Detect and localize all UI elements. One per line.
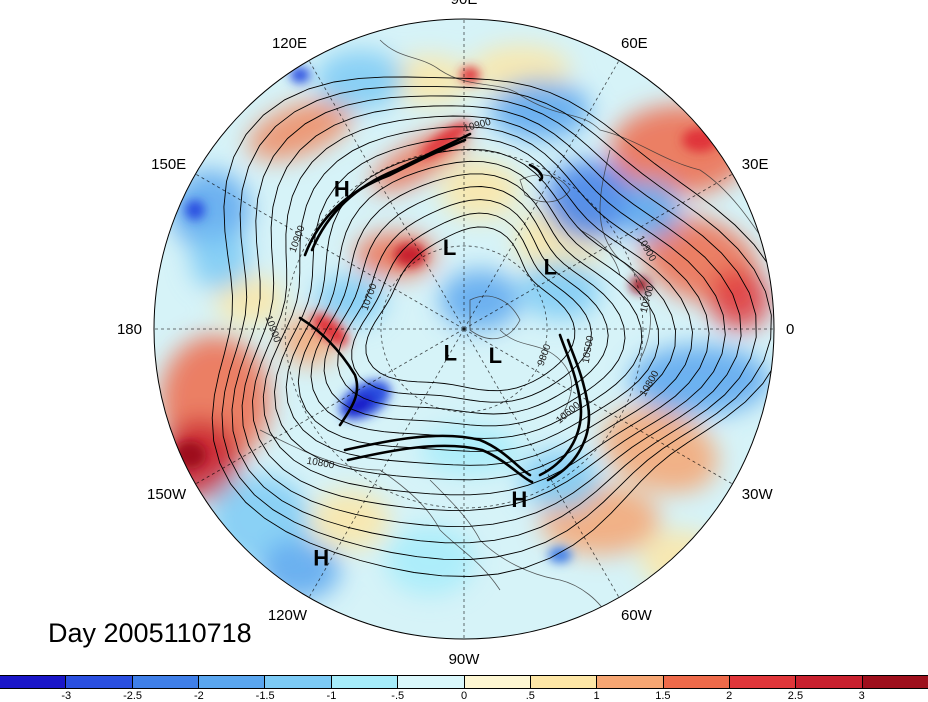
- low-pressure-marker: L: [444, 341, 457, 366]
- colorbar-tick-label: 3: [858, 690, 865, 702]
- jet-contours: [298, 132, 591, 484]
- contour-label: 10800: [306, 456, 336, 472]
- longitude-label: 60E: [621, 35, 648, 52]
- low-pressure-marker: L: [489, 343, 502, 368]
- anomaly-shading: [160, 45, 770, 600]
- colorbar-segment: [663, 676, 730, 688]
- longitude-label: 30W: [742, 486, 774, 503]
- colorbar-tick-label: 2: [726, 690, 733, 702]
- colorbar-tick-label: -1: [326, 690, 337, 702]
- colorbar-tick-label: -2: [193, 690, 204, 702]
- colorbar-tick-label: .5: [525, 690, 535, 702]
- longitude-label: 150E: [151, 156, 186, 173]
- colorbar-segment: [199, 676, 266, 688]
- contour-label: 10500: [581, 334, 597, 364]
- map-title: Day 2005110718: [48, 618, 252, 648]
- colorbar-segment: [597, 676, 664, 688]
- colorbar-segment: [464, 676, 531, 688]
- longitude-label: 0: [786, 321, 794, 338]
- colorbar-tick-label: 2.5: [787, 690, 804, 702]
- high-pressure-marker: H: [313, 546, 329, 571]
- longitude-label: 150W: [147, 486, 187, 503]
- colorbar-segment: [132, 676, 200, 688]
- colorbar-segment: [66, 676, 133, 688]
- colorbar-segment: [398, 676, 465, 688]
- graticule: [154, 19, 774, 639]
- colorbar-tick-label: -2.5: [123, 690, 143, 702]
- longitude-label: 90E: [451, 0, 478, 8]
- colorbar-tick-label: -.5: [391, 690, 405, 702]
- colorbar: [0, 675, 928, 689]
- pressure-system-markers: H L L L L H H: [313, 176, 557, 570]
- high-pressure-marker: H: [511, 487, 527, 512]
- longitude-label: 90W: [449, 651, 481, 668]
- map-boundary: [153, 18, 775, 640]
- colorbar-segment: [530, 676, 598, 688]
- longitude-label: 60W: [621, 607, 653, 624]
- colorbar-segment: [862, 676, 928, 688]
- colorbar-segment: [729, 676, 797, 688]
- high-pressure-marker: H: [334, 176, 350, 201]
- colorbar-tick-label: 1.5: [655, 690, 671, 702]
- colorbar-tick-label: -3: [61, 690, 72, 702]
- colorbar-tick-label: 0: [460, 690, 468, 702]
- colorbar-segment: [0, 676, 67, 688]
- colorbar-tick-label: 1: [593, 690, 600, 702]
- longitude-label: 120E: [272, 35, 307, 52]
- low-pressure-marker: L: [544, 254, 557, 279]
- longitude-label: 180: [117, 321, 142, 338]
- colorbar-tick-label: -1.5: [255, 690, 275, 702]
- colorbar-segment: [331, 676, 399, 688]
- colorbar-segment: [796, 676, 863, 688]
- longitude-label: 30E: [742, 156, 769, 173]
- longitude-labels: 90E 60E 30E 0 30W 60W 90W 120W 150W 180 150E 120E: [117, 0, 794, 668]
- longitude-label: 120W: [268, 607, 308, 624]
- colorbar-segment: [265, 676, 332, 688]
- low-pressure-marker: L: [443, 235, 456, 260]
